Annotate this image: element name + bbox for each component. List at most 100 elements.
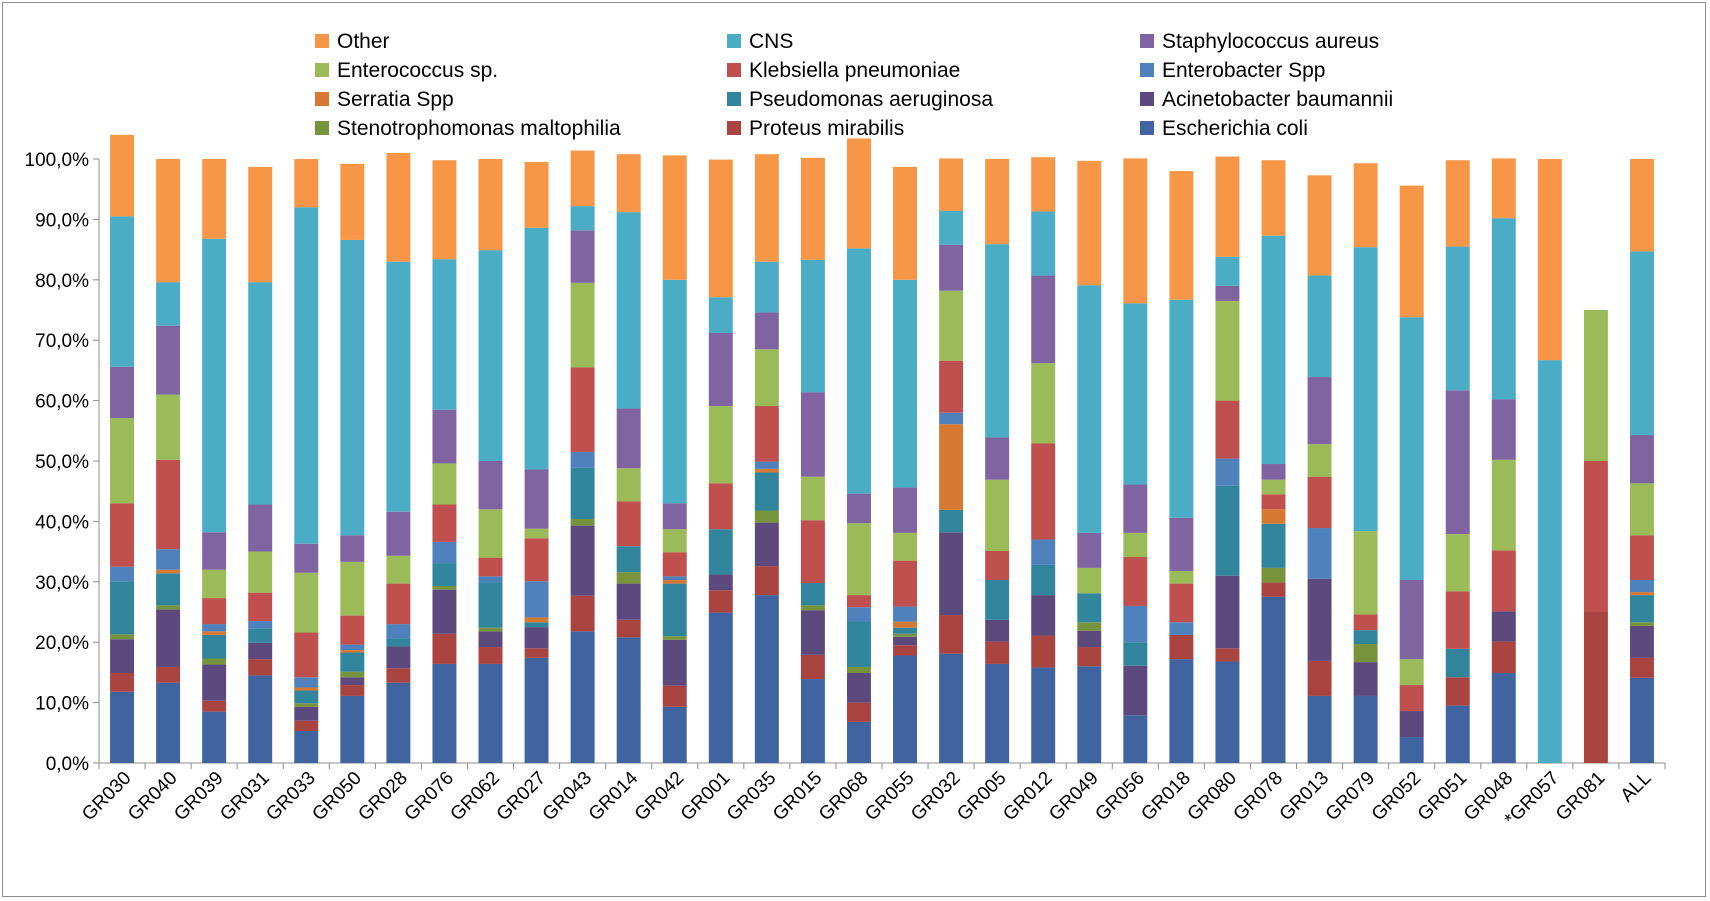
legend-label: Staphylococcus aureus — [1162, 30, 1379, 53]
bar-segment-cns — [662, 279, 687, 504]
bar-segment-proteus-mirabilis — [432, 633, 457, 664]
bar-segment-enterobacter-spp — [478, 576, 503, 583]
bar-segment-stenotrophomonas-maltophilia — [1353, 644, 1378, 663]
bar-stack-gr050 — [340, 163, 365, 763]
bar-segment-enterococcus-sp — [708, 406, 733, 484]
y-tick-label: 80,0% — [35, 271, 89, 292]
bar-segment-proteus-mirabilis — [478, 647, 503, 664]
bar-segment-enterobacter-spp — [893, 606, 918, 622]
bar-segment-enterobacter-spp — [1031, 539, 1056, 565]
bar-stack-gr055 — [893, 166, 918, 763]
bar-segment-stenotrophomonas-maltophilia — [294, 703, 319, 707]
bar-segment-other — [846, 138, 871, 249]
bar-segment-proteus-mirabilis — [570, 595, 595, 632]
bar-segment-other — [1399, 185, 1424, 318]
bar-segment-escherichia-coli — [616, 637, 641, 763]
bar-segment-acinetobacter-baumannii — [524, 627, 549, 649]
bar-segment-acinetobacter-baumannii — [800, 610, 825, 655]
bar-stack-gr081 — [1583, 310, 1608, 763]
x-tick-label: GR012 — [999, 768, 1056, 825]
bar-segment-stenotrophomonas-maltophilia — [1261, 567, 1286, 583]
bar-segment-escherichia-coli — [800, 679, 825, 763]
bar-segment-klebsiella-pneumoniae — [1353, 614, 1378, 631]
bar-segment-other — [524, 162, 549, 228]
bar-segment-staphylococcus-aureus — [1629, 435, 1654, 484]
bar-segment-staphylococcus-aureus — [754, 312, 779, 350]
bar-segment-escherichia-coli — [248, 675, 273, 763]
bar-segment-acinetobacter-baumannii — [985, 619, 1010, 642]
bar-segment-escherichia-coli — [478, 663, 503, 763]
bar-segment-staphylococcus-aureus — [616, 408, 641, 469]
bar-segment-proteus-mirabilis — [1445, 677, 1470, 706]
bar-segment-serratia-spp — [893, 621, 918, 628]
bar-segment-proteus-mirabilis — [1307, 660, 1332, 696]
x-tick-label: GR052 — [1368, 768, 1425, 825]
bar-segment-escherichia-coli — [340, 695, 365, 763]
bar-segment-acinetobacter-baumannii — [386, 646, 411, 669]
x-tick-label: GR015 — [769, 768, 826, 825]
bar-segment-acinetobacter-baumannii — [1399, 711, 1424, 738]
bar-segment-stenotrophomonas-maltophilia — [1077, 622, 1102, 631]
bar-segment-cns — [1445, 246, 1470, 391]
bar-segment-cns — [708, 297, 733, 333]
bar-segment-other — [1353, 163, 1378, 248]
bar-segment-klebsiella-pneumoniae — [432, 504, 457, 542]
bar-stack-gr012 — [1031, 157, 1056, 763]
bar-segment-other — [1537, 159, 1562, 361]
bar-segment-klebsiella-pneumoniae — [1215, 400, 1240, 459]
bar-segment-escherichia-coli — [893, 655, 918, 763]
bar-segment-staphylococcus-aureus — [893, 487, 918, 533]
bar-stack-gr028 — [386, 152, 411, 763]
bar-segment-cns — [1491, 218, 1516, 400]
bar-segment-proteus-mirabilis — [616, 619, 641, 638]
y-tick-label: 90,0% — [35, 210, 89, 231]
bar-segment-enterococcus-sp — [1215, 300, 1240, 401]
bar-stack-gr056 — [1123, 158, 1148, 763]
legend-label: CNS — [749, 30, 793, 53]
bar-segment-acinetobacter-baumannii — [478, 631, 503, 648]
y-tick-label: 100,0% — [25, 150, 90, 171]
bar-segment-staphylococcus-aureus — [1261, 464, 1286, 480]
legend-label: Other — [337, 30, 390, 53]
bar-segment-klebsiella-pneumoniae — [1445, 591, 1470, 649]
bar-segment-pseudomonas-aeruginosa — [616, 546, 641, 573]
bar-segment-other — [1261, 160, 1286, 236]
bar-stack-gr079 — [1353, 163, 1378, 763]
bar-segment-staphylococcus-aureus — [1123, 484, 1148, 533]
bar-segment-other — [893, 166, 918, 280]
x-tick-label: GR030 — [78, 768, 135, 825]
bar-segment-klebsiella-pneumoniae — [1031, 443, 1056, 540]
bar-segment-staphylococcus-aureus — [800, 392, 825, 477]
x-tick-label: GR079 — [1322, 768, 1379, 825]
bar-stack-all — [1629, 159, 1654, 763]
bar-segment-escherichia-coli — [294, 730, 319, 763]
bar-segment-proteus-mirabilis — [662, 685, 687, 707]
bar-segment-enterococcus-sp — [893, 532, 918, 561]
bar-segment-enterococcus-sp — [1169, 570, 1194, 584]
bar-segment-pseudomonas-aeruginosa — [1629, 595, 1654, 623]
bar-segment-enterococcus-sp — [800, 476, 825, 521]
bar-segment-other — [1445, 160, 1470, 247]
bar-segment-enterococcus-sp — [1307, 444, 1332, 477]
bar-segment-staphylococcus-aureus — [1445, 390, 1470, 535]
bar-segment-klebsiella-pneumoniae — [893, 560, 918, 607]
bar-segment-staphylococcus-aureus — [1169, 517, 1194, 571]
bar-segment-escherichia-coli — [156, 682, 181, 763]
bar-segment-escherichia-coli — [1445, 705, 1470, 763]
legend-swatch-pseudomonas-aeruginosa — [727, 92, 741, 106]
bar-segment-klebsiella-pneumoniae — [524, 538, 549, 582]
bar-segment-cns — [1215, 256, 1240, 286]
bar-segment-proteus-mirabilis — [754, 566, 779, 596]
bar-segment-proteus-mirabilis — [110, 673, 135, 692]
bars — [110, 134, 1654, 763]
bar-segment-cns — [939, 210, 964, 245]
bar-segment-enterococcus-sp — [846, 523, 871, 596]
bar-segment-other — [939, 158, 964, 211]
bar-segment-proteus-mirabilis — [202, 700, 227, 712]
bar-segment-proteus-mirabilis — [1215, 648, 1240, 662]
bar-segment-pseudomonas-aeruginosa — [340, 652, 365, 672]
y-tick-label: 0,0% — [46, 754, 89, 775]
bar-segment-stenotrophomonas-maltophilia — [846, 666, 871, 674]
bar-stack-gr051 — [1445, 160, 1470, 763]
bar-segment-klebsiella-pneumoniae — [110, 503, 135, 567]
